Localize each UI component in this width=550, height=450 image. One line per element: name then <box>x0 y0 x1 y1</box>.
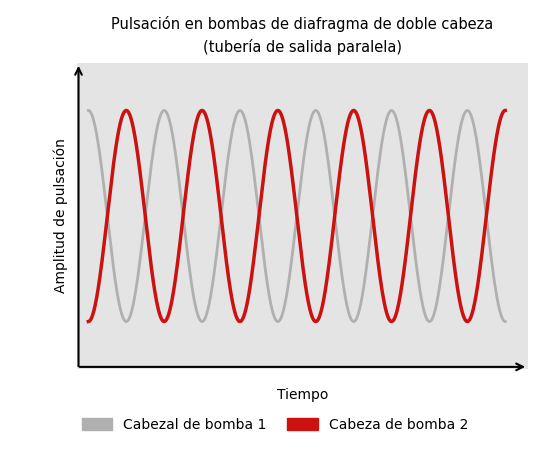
Legend: Cabezal de bomba 1, Cabeza de bomba 2: Cabezal de bomba 1, Cabeza de bomba 2 <box>75 411 475 439</box>
Text: Tiempo: Tiempo <box>277 388 328 402</box>
Text: Amplitud de pulsación: Amplitud de pulsación <box>53 139 68 293</box>
Text: Pulsación en bombas de diafragma de doble cabeza
(tubería de salida paralela): Pulsación en bombas de diafragma de dobl… <box>111 16 493 54</box>
